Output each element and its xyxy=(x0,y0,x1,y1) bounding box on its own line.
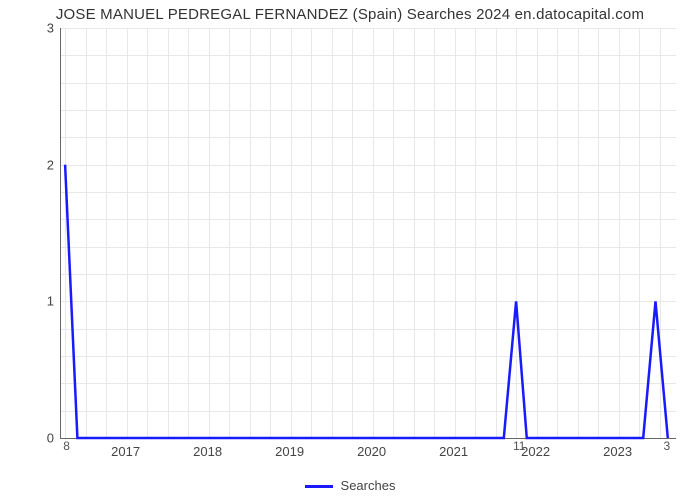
plot-area xyxy=(60,28,676,439)
x-tick-label: 2022 xyxy=(521,444,550,459)
legend: Searches xyxy=(0,478,700,493)
chart-container: JOSE MANUEL PEDREGAL FERNANDEZ (Spain) S… xyxy=(0,0,700,500)
x-tick-label: 2020 xyxy=(357,444,386,459)
legend-label: Searches xyxy=(341,478,396,493)
y-tick-label: 1 xyxy=(38,294,54,309)
y-tick-label: 2 xyxy=(38,157,54,172)
legend-swatch xyxy=(305,485,333,488)
x-tick-label: 2019 xyxy=(275,444,304,459)
line-series xyxy=(61,28,676,438)
data-annotation: 11 xyxy=(513,439,525,453)
x-tick-label: 2018 xyxy=(193,444,222,459)
y-tick-label: 0 xyxy=(38,431,54,446)
data-annotation: 8 xyxy=(63,439,70,453)
data-annotation: 3 xyxy=(663,439,670,453)
y-tick-label: 3 xyxy=(38,21,54,36)
x-tick-label: 2023 xyxy=(603,444,632,459)
x-tick-label: 2017 xyxy=(111,444,140,459)
x-tick-label: 2021 xyxy=(439,444,468,459)
chart-title: JOSE MANUEL PEDREGAL FERNANDEZ (Spain) S… xyxy=(0,6,700,23)
